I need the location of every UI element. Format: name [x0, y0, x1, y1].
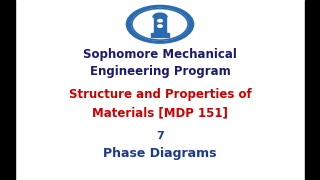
Bar — [305, 0, 320, 180]
Circle shape — [126, 5, 194, 43]
Text: Sophomore Mechanical: Sophomore Mechanical — [83, 48, 237, 60]
Text: Phase Diagrams: Phase Diagrams — [103, 147, 217, 160]
Text: Engineering Program: Engineering Program — [90, 65, 230, 78]
Circle shape — [158, 25, 162, 27]
Circle shape — [158, 19, 162, 22]
Text: Structure and Properties of: Structure and Properties of — [68, 88, 252, 101]
FancyBboxPatch shape — [151, 33, 169, 37]
Bar — [0, 0, 15, 180]
FancyBboxPatch shape — [154, 17, 166, 34]
Circle shape — [132, 8, 188, 40]
Text: 7: 7 — [156, 131, 164, 141]
Text: Materials [MDP 151]: Materials [MDP 151] — [92, 106, 228, 119]
Wedge shape — [153, 13, 167, 17]
